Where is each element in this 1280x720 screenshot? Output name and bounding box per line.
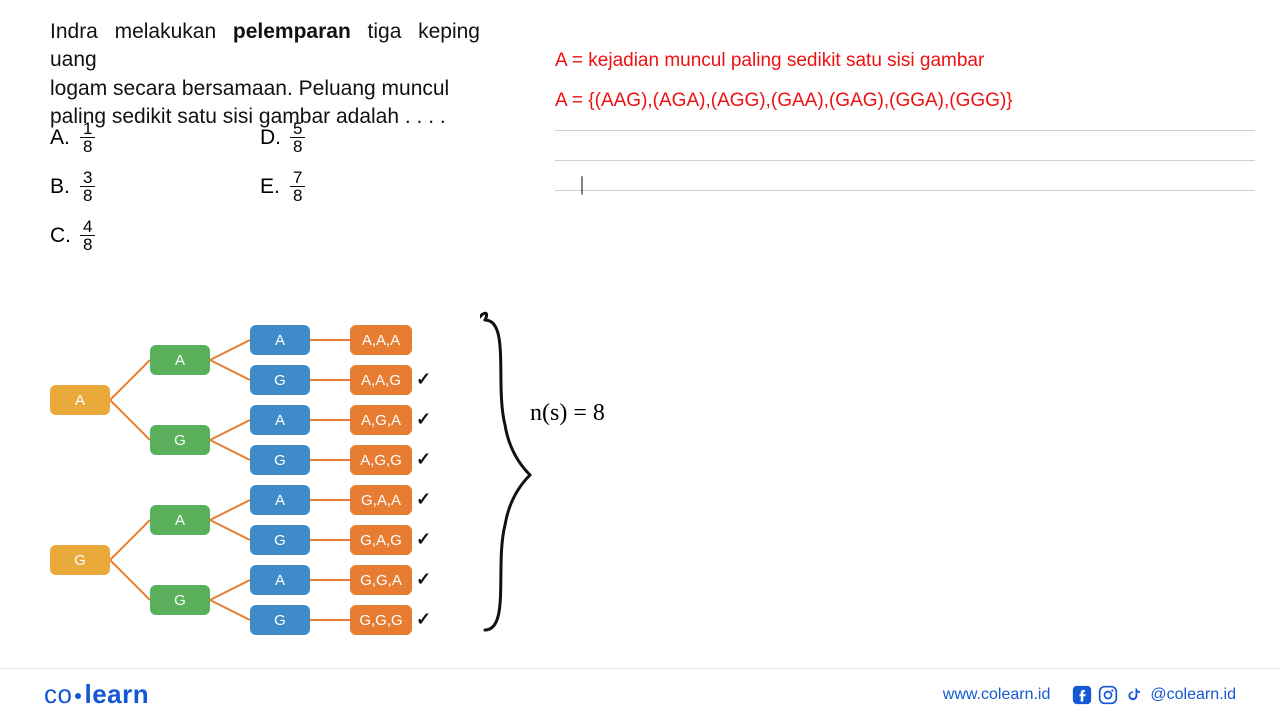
tree-leaf-1: A,A,G [350, 365, 412, 395]
tree-l3-4: A [250, 485, 310, 515]
social-block: @colearn.id [1072, 685, 1236, 705]
facebook-icon [1072, 685, 1092, 705]
checkmark-5: ✓ [416, 529, 431, 550]
rule-1 [555, 130, 1255, 160]
opt-c-num: 4 [80, 218, 95, 236]
tree-l3-1: G [250, 365, 310, 395]
footer-handle: @colearn.id [1150, 686, 1236, 704]
option-a: A. 18 [50, 120, 260, 155]
tree-leaf-5: G,A,G [350, 525, 412, 555]
opt-c-den: 8 [80, 236, 95, 253]
checkmark-4: ✓ [416, 489, 431, 510]
logo-co: co [44, 679, 72, 709]
expl-line1: A = kejadian muncul paling sedikit satu … [555, 50, 1255, 72]
opt-e-den: 8 [290, 187, 305, 204]
tree-l3-2: A [250, 405, 310, 435]
opt-e-label: E. [260, 175, 290, 199]
tree-l2-2: A [150, 505, 210, 535]
opt-b-num: 3 [80, 169, 95, 187]
opt-c-label: C. [50, 224, 80, 248]
checkmark-2: ✓ [416, 409, 431, 430]
tree-lines [50, 310, 490, 650]
typing-cursor: | [580, 173, 584, 196]
ns-equals-8: n(s) = 8 [530, 400, 605, 427]
tree-l1-0: A [50, 385, 110, 415]
tree-l3-5: G [250, 525, 310, 555]
option-b: B. 38 [50, 169, 260, 204]
checkmark-6: ✓ [416, 569, 431, 590]
opt-a-label: A. [50, 126, 80, 150]
checkmark-1: ✓ [416, 369, 431, 390]
logo-dot-icon [75, 693, 81, 699]
opt-d-label: D. [260, 126, 290, 150]
option-c: C. 48 [50, 218, 260, 253]
tree-leaf-6: G,G,A [350, 565, 412, 595]
q-bold: pelemparan [233, 20, 351, 43]
tree-l2-1: G [150, 425, 210, 455]
tree-leaf-3: A,G,G [350, 445, 412, 475]
opt-e-num: 7 [290, 169, 305, 187]
option-e: E. 78 [260, 169, 470, 204]
checkmark-3: ✓ [416, 449, 431, 470]
tree-l1-1: G [50, 545, 110, 575]
footer-url: www.colearn.id [943, 686, 1051, 704]
question-text: Indra melakukan pelemparan tiga keping u… [50, 18, 480, 131]
opt-a-den: 8 [80, 138, 95, 155]
rule-3 [555, 190, 1255, 220]
checkmark-7: ✓ [416, 609, 431, 630]
q-c: logam secara bersamaan. Peluang muncul [50, 77, 449, 100]
tree-leaf-2: A,G,A [350, 405, 412, 435]
q-a: Indra melakukan [50, 20, 233, 43]
tree-l2-3: G [150, 585, 210, 615]
tree-l3-3: G [250, 445, 310, 475]
tree-l3-0: A [250, 325, 310, 355]
explanation-panel: A = kejadian muncul paling sedikit satu … [555, 50, 1255, 220]
opt-d-den: 8 [290, 138, 305, 155]
tree-l3-6: A [250, 565, 310, 595]
option-d: D. 58 [260, 120, 470, 155]
opt-b-label: B. [50, 175, 80, 199]
tree-leaf-0: A,A,A [350, 325, 412, 355]
opt-b-den: 8 [80, 187, 95, 204]
tree-diagram: AGAGAGAGAGAGAGA,A,AA,A,G✓A,G,A✓A,G,G✓G,A… [50, 310, 490, 650]
expl-line2: A = {(AAG),(AGA),(AGG),(GAA),(GAG),(GGA)… [555, 90, 1255, 112]
opt-d-num: 5 [290, 120, 305, 138]
tree-leaf-4: G,A,A [350, 485, 412, 515]
tree-l3-7: G [250, 605, 310, 635]
footer: colearn www.colearn.id @colearn.id [0, 668, 1280, 720]
logo-learn: learn [84, 679, 149, 709]
options-block: A. 18 D. 58 B. 38 E. 78 C. 48 [50, 120, 470, 267]
rule-2 [555, 160, 1255, 190]
instagram-icon [1098, 685, 1118, 705]
tree-l2-0: A [150, 345, 210, 375]
tiktok-icon [1124, 685, 1144, 705]
colearn-logo: colearn [44, 679, 149, 710]
opt-a-num: 1 [80, 120, 95, 138]
tree-leaf-7: G,G,G [350, 605, 412, 635]
